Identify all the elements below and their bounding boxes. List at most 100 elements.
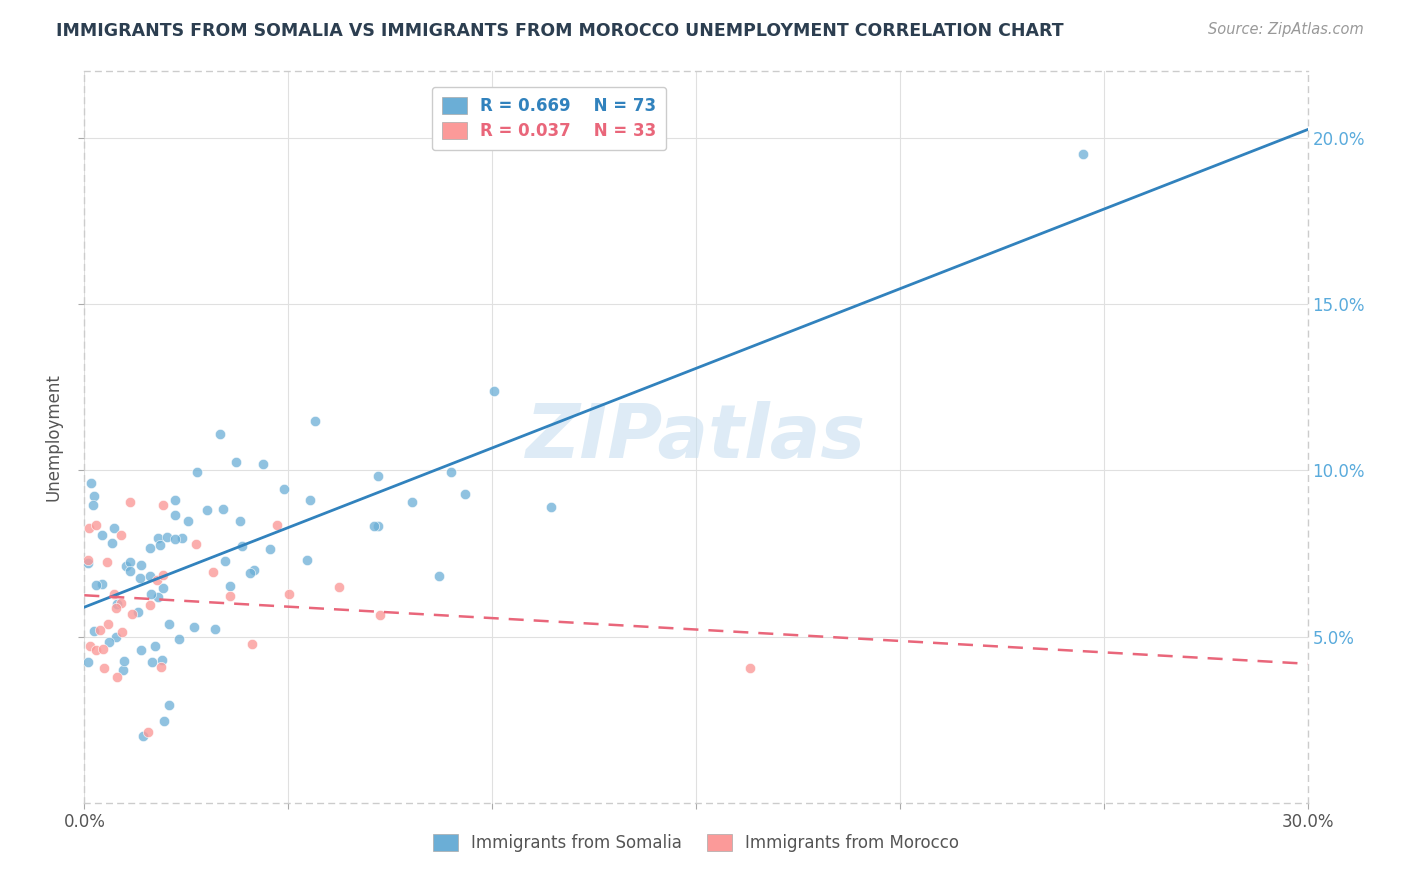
Point [363,518,385,533]
Point [152,498,174,512]
Legend: Immigrants from Somalia, Immigrants from Morocco: Immigrants from Somalia, Immigrants from… [425,825,967,860]
Point [484,384,506,398]
Point [83,624,105,639]
Point [367,519,389,533]
Point [105,597,128,611]
Point [208,426,231,441]
Point [328,580,350,594]
Text: IMMIGRANTS FROM SOMALIA VS IMMIGRANTS FROM MOROCCO UNEMPLOYMENT CORRELATION CHAR: IMMIGRANTS FROM SOMALIA VS IMMIGRANTS FR… [56,22,1064,40]
Point [97,635,120,649]
Point [97,616,120,631]
Point [77,553,100,567]
Point [214,554,236,568]
Point [112,654,135,668]
Point [204,622,226,636]
Point [90,528,112,542]
Point [93,661,115,675]
Point [146,531,169,545]
Point [120,555,142,569]
Point [157,698,180,712]
Point [84,517,107,532]
Point [540,500,562,514]
Point [183,620,205,634]
Point [80,475,103,490]
Point [367,469,389,483]
Point [139,598,162,612]
Point [454,487,477,501]
Point [139,541,162,556]
Point [129,558,152,572]
Point [138,569,160,583]
Point [225,455,247,469]
Point [239,566,262,581]
Point [127,605,149,619]
Point [105,630,128,644]
Point [111,664,134,678]
Point [202,565,225,579]
Point [156,530,179,544]
Point [170,532,193,546]
Point [219,589,242,603]
Point [110,528,132,542]
Point [163,493,186,508]
Point [177,514,200,528]
Point [141,655,163,669]
Point [231,540,253,554]
Point [103,587,125,601]
Point [148,538,170,552]
Point [121,607,143,622]
Point [110,596,132,610]
Point [84,578,107,592]
Point [243,563,266,577]
Text: ZIPatlas: ZIPatlas [526,401,866,474]
Point [440,465,463,479]
Point [152,567,174,582]
Point [115,558,138,573]
Point [77,520,100,534]
Point [77,556,100,570]
Point [163,533,186,547]
Point [120,495,142,509]
Point [186,465,208,479]
Point [252,457,274,471]
Point [150,653,173,667]
Point [740,661,762,675]
Point [197,503,219,517]
Point [146,590,169,604]
Point [77,655,100,669]
Point [131,643,153,657]
Point [184,537,207,551]
Point [266,517,288,532]
Point [141,587,163,601]
Point [278,587,301,601]
Point [229,514,252,528]
Text: Source: ZipAtlas.com: Source: ZipAtlas.com [1208,22,1364,37]
Point [152,581,174,595]
Point [83,489,105,503]
Y-axis label: Unemployment: Unemployment [45,373,63,501]
Point [96,555,118,569]
Point [240,637,263,651]
Point [167,632,190,646]
Point [427,568,450,582]
Point [104,601,127,615]
Point [91,641,114,656]
Point [143,639,166,653]
Point [152,714,174,728]
Point [90,577,112,591]
Point [129,571,152,585]
Point [86,643,108,657]
Point [118,564,141,578]
Point [259,541,281,556]
Point [105,670,128,684]
Point [368,607,391,622]
Point [110,624,132,639]
Point [101,536,124,550]
Point [298,492,321,507]
Point [304,414,326,428]
Point [136,724,159,739]
Point [157,617,180,632]
Point [219,579,242,593]
Point [132,729,155,743]
Point [82,499,104,513]
